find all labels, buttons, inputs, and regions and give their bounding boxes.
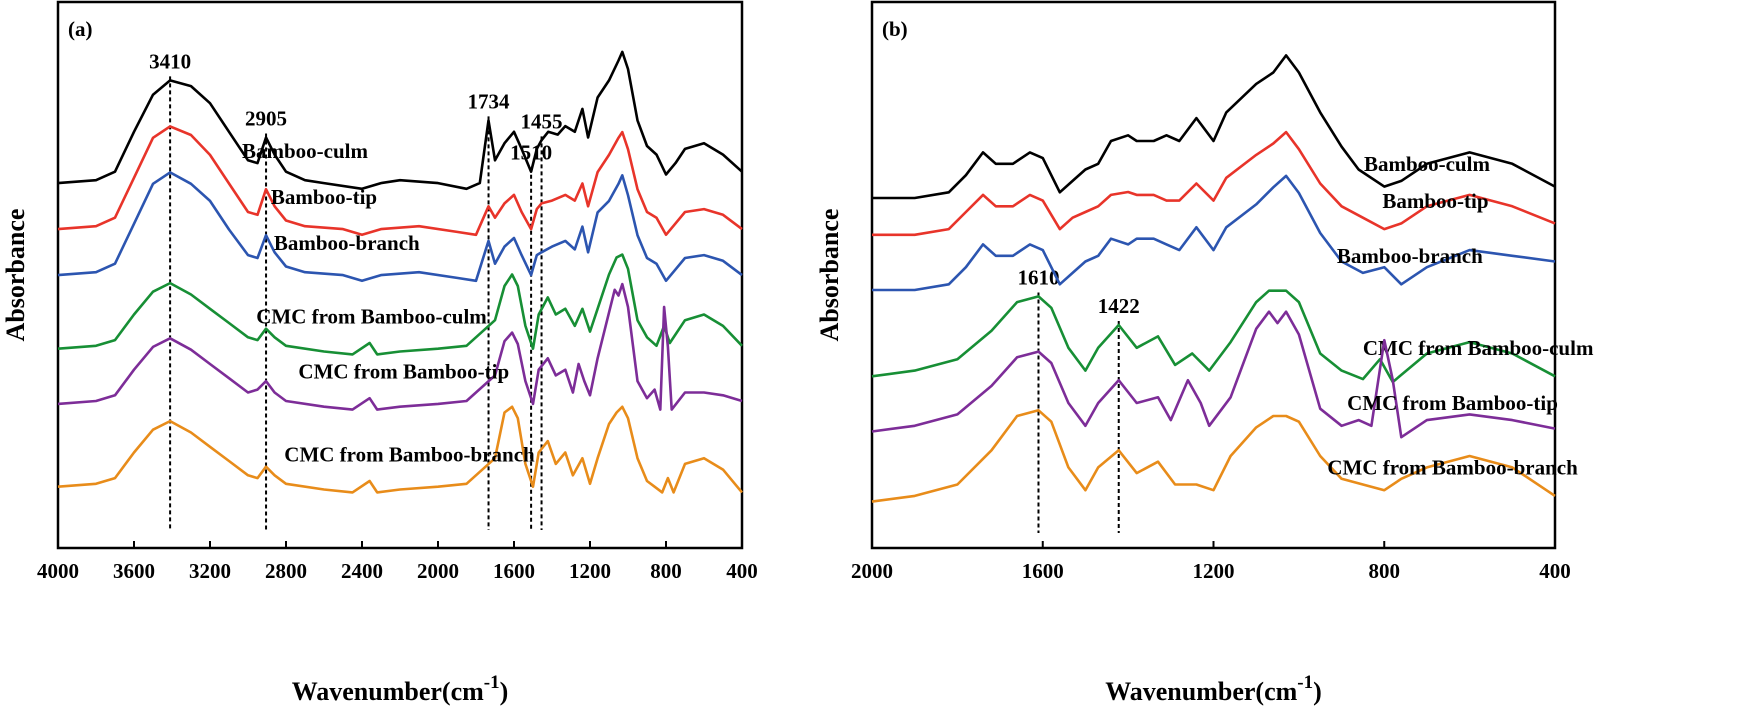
series-label: Bamboo-culm xyxy=(242,139,369,163)
series-label: CMC from Bamboo-tip xyxy=(1347,391,1558,415)
series-line xyxy=(57,253,743,356)
series-line xyxy=(871,310,1556,439)
peak-label: 2905 xyxy=(245,106,287,130)
series-label: Bamboo-branch xyxy=(274,231,420,255)
series-label: CMC from Bamboo-culm xyxy=(256,304,487,328)
y-axis-title: Absorbance xyxy=(1,209,30,342)
series-label: Bamboo-culm xyxy=(1364,152,1491,176)
x-tick-label: 1200 xyxy=(1193,559,1235,583)
series-label: CMC from Bamboo-tip xyxy=(298,360,509,384)
panel-label: (a) xyxy=(68,17,93,41)
x-axis-title: Wavenumber(cm-1) xyxy=(1105,672,1322,706)
x-tick-label: 800 xyxy=(650,559,682,583)
x-tick-label: 1200 xyxy=(569,559,611,583)
series-label: Bamboo-branch xyxy=(1337,244,1483,268)
series-line xyxy=(57,282,743,411)
panel-0: 3410 2905 1734 1510 1455 Bamboo-culm Bamboo-ti… xyxy=(1,0,758,706)
series-line xyxy=(871,409,1556,503)
series-line xyxy=(57,405,743,494)
x-tick-label: 3600 xyxy=(113,559,155,583)
series-line xyxy=(872,54,1556,200)
panel-1: 16101422Bamboo-culmBamboo-tipBamboo-bran… xyxy=(815,0,1594,706)
x-tick-label: 800 xyxy=(1369,559,1401,583)
x-tick-label: 4000 xyxy=(37,559,79,583)
x-tick-label: 1600 xyxy=(1022,559,1064,583)
panel-label: (b) xyxy=(882,17,908,41)
peak-label: 3410 xyxy=(149,49,191,73)
x-tick-label: 1600 xyxy=(493,559,535,583)
x-tick-label: 400 xyxy=(726,559,758,583)
peak-label: 1510 xyxy=(510,141,552,165)
series-label: Bamboo-tip xyxy=(1382,189,1488,213)
series-label: Bamboo-tip xyxy=(271,185,377,209)
y-axis-title: Absorbance xyxy=(815,209,844,342)
series-line xyxy=(57,171,743,283)
series-line xyxy=(57,50,743,191)
x-tick-label: 2000 xyxy=(417,559,459,583)
x-tick-label: 2000 xyxy=(851,559,893,583)
x-axis-title: Wavenumber(cm-1) xyxy=(292,672,509,706)
series-line xyxy=(872,130,1556,237)
series-label: CMC from Bamboo-culm xyxy=(1363,336,1594,360)
x-tick-label: 400 xyxy=(1539,559,1571,583)
series-label: CMC from Bamboo-branch xyxy=(1327,456,1578,480)
x-tick-label: 2400 xyxy=(341,559,383,583)
peak-label: 1422 xyxy=(1098,294,1140,318)
series-label: CMC from Bamboo-branch xyxy=(284,442,535,466)
x-tick-label: 2800 xyxy=(265,559,307,583)
series-line xyxy=(57,125,743,237)
peak-label: 1455 xyxy=(521,109,563,133)
x-tick-label: 3200 xyxy=(189,559,231,583)
series-line xyxy=(872,174,1556,292)
peak-label: 1734 xyxy=(468,89,511,113)
